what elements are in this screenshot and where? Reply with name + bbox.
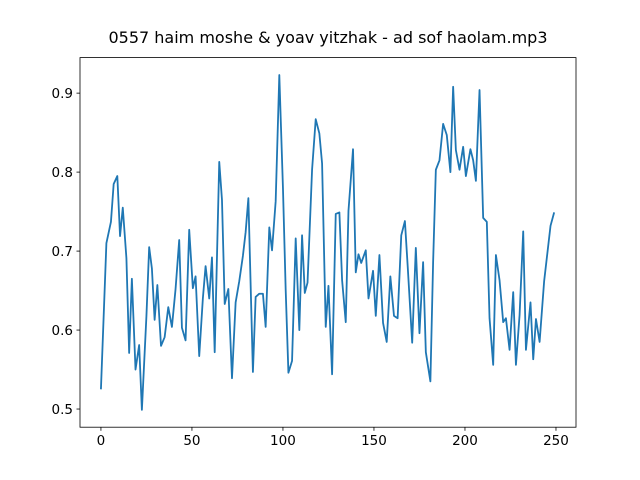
chart-title: 0557 haim moshe & yoav yitzhak - ad sof …: [108, 28, 547, 47]
x-tick-label: 150: [361, 433, 387, 449]
x-tick-label: 250: [543, 433, 569, 449]
x-tick-label: 100: [270, 433, 296, 449]
y-tick-label: 0.7: [52, 244, 73, 260]
axes-frame: [79, 57, 577, 428]
x-tick-label: 50: [183, 433, 200, 449]
data-line: [100, 74, 556, 411]
x-tick-label: 200: [452, 433, 478, 449]
y-tick-label: 0.9: [52, 86, 73, 102]
y-tick-label: 0.5: [52, 402, 73, 418]
x-tick-label: 0: [97, 433, 106, 449]
y-tick-label: 0.8: [52, 165, 73, 181]
y-tick-label: 0.6: [52, 323, 73, 339]
